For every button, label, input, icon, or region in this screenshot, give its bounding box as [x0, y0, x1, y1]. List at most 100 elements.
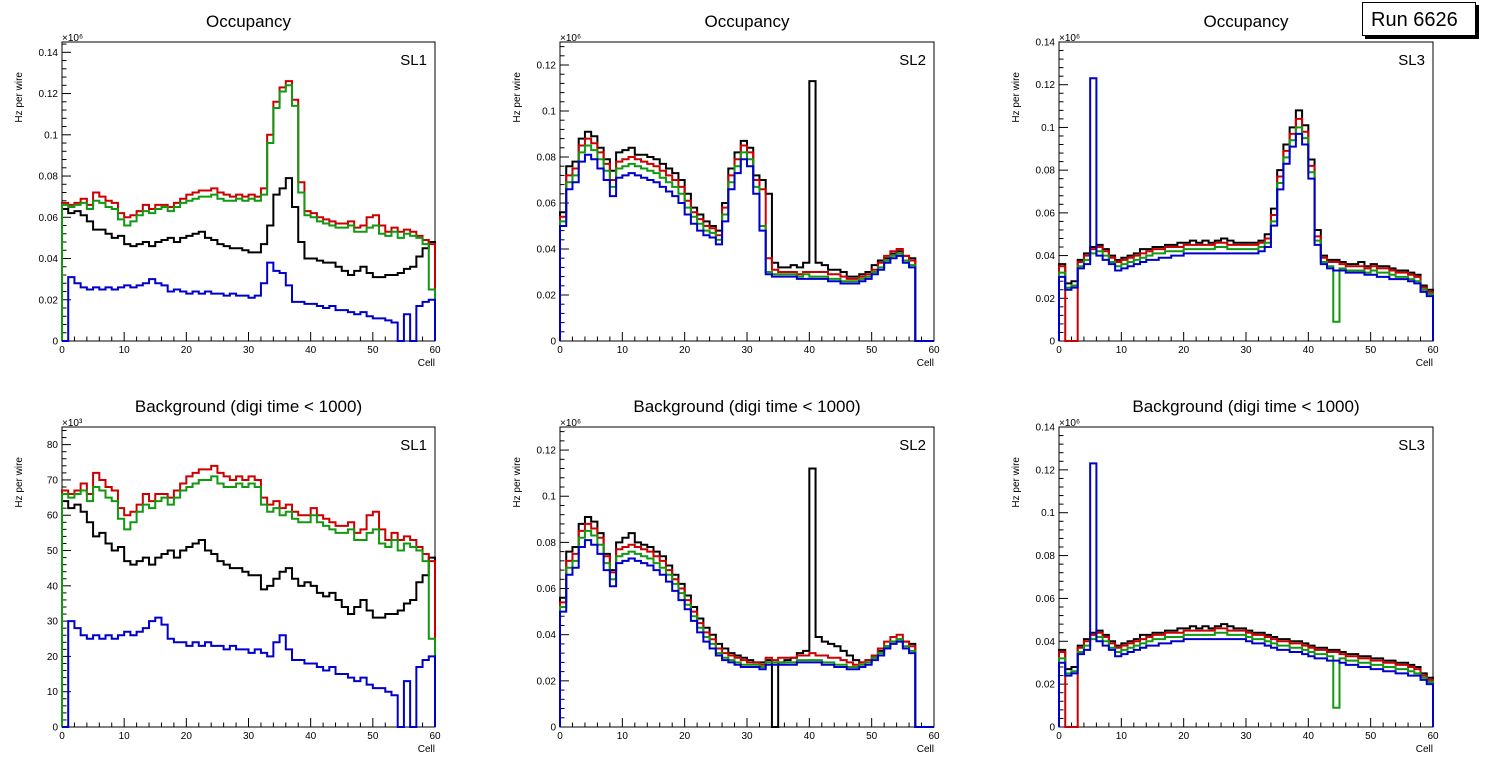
chart-panel-1: Occupancy SL1 ×10⁶ Hz per wire Cell 0 10 20 30 40…	[14, 12, 441, 369]
y-tick-label: 0.12	[1036, 80, 1056, 91]
y-tick-label: 0.1	[1041, 508, 1055, 519]
plot-frame	[61, 426, 436, 728]
x-tick-label: 10	[1116, 731, 1128, 742]
y-tick-label: 0.04	[537, 245, 557, 256]
axis-multiplier: ×10⁶	[1059, 33, 1080, 44]
x-tick-label: 30	[1240, 731, 1252, 742]
y-tick-label: 0.06	[1036, 208, 1056, 219]
series-blue-line	[62, 261, 436, 342]
y-tick-label: 10	[47, 687, 59, 698]
y-axis-label: Hz per wire	[1011, 72, 1022, 123]
y-tick-label: 0.04	[1036, 251, 1056, 262]
chart-title: Occupancy	[1203, 12, 1289, 31]
y-tick-label: 0.12	[537, 61, 557, 72]
series-blue-line	[559, 539, 934, 728]
y-tick-label: 0.02	[1036, 294, 1056, 305]
x-tick-label: 60	[1427, 731, 1439, 742]
superlayer-label: SL2	[899, 52, 926, 69]
x-tick-label: 60	[429, 731, 441, 742]
y-tick-label: 0	[52, 723, 58, 734]
x-axis-label: Cell	[1416, 744, 1433, 755]
y-tick-label: 0.1	[44, 130, 58, 141]
x-tick-label: 20	[1178, 345, 1190, 356]
series-black-line	[61, 177, 436, 341]
y-tick-label: 30	[47, 617, 59, 628]
series-red-line	[61, 464, 436, 727]
y-axis-label: Hz per wire	[512, 72, 523, 123]
series-green-line	[61, 84, 436, 341]
plot-frame	[1058, 41, 1434, 342]
y-axis-label: Hz per wire	[14, 72, 25, 123]
y-tick-label: 0.02	[1036, 680, 1056, 691]
x-axis-label: Cell	[418, 744, 435, 755]
x-tick-label: 40	[804, 731, 816, 742]
chart-panel-5: Background (digi time < 1000) SL2 ×10⁶ Hz p…	[512, 397, 940, 755]
y-tick-label: 0.14	[1036, 38, 1056, 49]
axis-multiplier: ×10⁶	[1059, 418, 1080, 429]
y-tick-label: 0.12	[537, 446, 557, 457]
y-tick-label: 0	[550, 723, 556, 734]
y-tick-label: 80	[47, 440, 59, 451]
x-tick-label: 30	[741, 345, 753, 356]
x-tick-label: 50	[367, 345, 379, 356]
x-tick-label: 50	[1365, 345, 1377, 356]
y-tick-label: 0	[1049, 723, 1055, 734]
x-tick-label: 20	[181, 345, 193, 356]
series-blue-line	[559, 153, 934, 342]
y-tick-label: 0.06	[537, 199, 557, 210]
chart-panel-3: Occupancy SL3 ×10⁶ Hz per wire Cell 0 10 20 30 40…	[1011, 12, 1439, 369]
x-tick-label: 0	[557, 345, 563, 356]
axis-multiplier: ×10⁶	[560, 418, 581, 429]
y-tick-label: 0.06	[39, 213, 59, 224]
y-tick-label: 0.12	[39, 89, 59, 100]
y-tick-label: 0	[1049, 337, 1055, 348]
chart-title: Occupancy	[704, 12, 790, 31]
series-green-line	[559, 144, 934, 342]
x-tick-label: 60	[429, 345, 441, 356]
x-tick-label: 60	[928, 345, 940, 356]
series-black-line	[559, 80, 934, 342]
x-tick-label: 30	[243, 731, 255, 742]
y-tick-label: 40	[47, 581, 59, 592]
y-tick-label: 0.12	[1036, 465, 1056, 476]
series-black-line	[1058, 623, 1434, 727]
y-tick-label: 0.14	[1036, 423, 1056, 434]
superlayer-label: SL1	[400, 52, 427, 69]
x-tick-label: 10	[119, 345, 131, 356]
x-tick-label: 50	[866, 345, 878, 356]
superlayer-label: SL1	[400, 437, 427, 454]
y-tick-label: 0	[550, 337, 556, 348]
chart-panel-6: Background (digi time < 1000) SL3 ×10⁶ Hz p…	[1011, 397, 1439, 755]
axis-multiplier: ×10⁶	[62, 33, 83, 44]
series-black-line	[1058, 109, 1434, 341]
series-blue-line	[1058, 77, 1434, 341]
y-tick-label: 70	[47, 475, 59, 486]
y-tick-label: 0.08	[537, 153, 557, 164]
superlayer-label: SL3	[1398, 52, 1425, 69]
y-tick-label: 50	[47, 546, 59, 557]
x-tick-label: 20	[679, 345, 691, 356]
y-tick-label: 0.02	[39, 295, 59, 306]
x-tick-label: 10	[617, 345, 629, 356]
x-tick-label: 50	[1365, 731, 1377, 742]
x-tick-label: 0	[557, 731, 563, 742]
y-tick-label: 0.08	[1036, 551, 1056, 562]
y-axis-label: Hz per wire	[512, 457, 523, 508]
y-tick-label: 0.08	[1036, 166, 1056, 177]
chart-title: Background (digi time < 1000)	[633, 397, 860, 416]
series-green-line	[1058, 126, 1434, 341]
x-tick-label: 40	[1303, 345, 1315, 356]
x-tick-label: 50	[866, 731, 878, 742]
series-blue-line	[62, 616, 436, 728]
y-tick-label: 0.02	[537, 291, 557, 302]
chart-panel-2: Occupancy SL2 ×10⁶ Hz per wire Cell 0 10 20 30 40…	[512, 12, 940, 369]
y-tick-label: 20	[47, 652, 59, 663]
y-tick-label: 0.06	[1036, 594, 1056, 605]
x-axis-label: Cell	[917, 358, 934, 369]
y-tick-label: 0.14	[39, 48, 59, 59]
y-tick-label: 0.1	[1041, 123, 1055, 134]
series-red-line	[559, 522, 934, 728]
run-label-box: Run 6626	[1362, 2, 1476, 36]
chart-panel-4: Background (digi time < 1000) SL1 ×10³ Hz p…	[14, 397, 441, 755]
